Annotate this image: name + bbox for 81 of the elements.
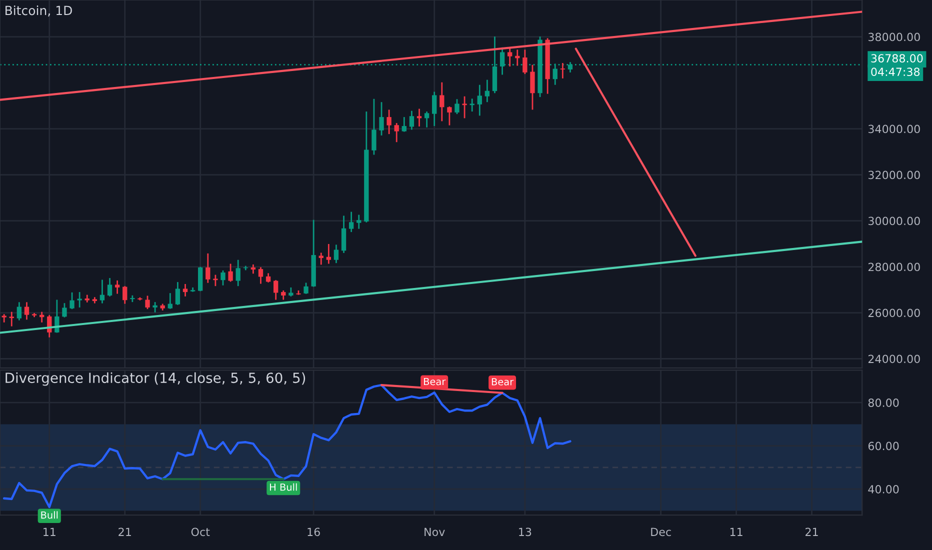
x-tick-label: 11 — [730, 528, 742, 536]
y-tick-label: 60.00 — [868, 442, 899, 450]
candlestick — [54, 299, 60, 334]
candlestick — [236, 259, 240, 287]
candlestick — [447, 106, 452, 126]
candlestick — [470, 98, 474, 112]
candlestick — [318, 252, 324, 266]
candlestick — [402, 116, 406, 132]
candlestick — [379, 101, 384, 136]
candlestick — [100, 279, 105, 304]
candlestick — [9, 311, 14, 328]
candlestick — [24, 301, 30, 320]
candlestick — [175, 281, 180, 306]
y-tick-label: 34000.00 — [868, 124, 920, 134]
candlestick — [145, 295, 150, 310]
x-tick-label: 11 — [44, 528, 56, 536]
candlestick — [394, 122, 399, 143]
candlestick — [304, 282, 308, 295]
annotation: H Bull — [270, 483, 297, 491]
candlestick — [206, 252, 210, 284]
candlestick — [507, 47, 512, 68]
candlestick — [409, 110, 414, 130]
candlestick — [440, 82, 444, 122]
x-tick-label: 13 — [519, 528, 532, 536]
x-tick-label: Oct — [191, 528, 210, 536]
candlestick — [356, 214, 362, 230]
candlestick — [62, 302, 67, 318]
text: 04:47:38 — [871, 68, 920, 76]
y-tick-label: 80.00 — [868, 398, 899, 407]
candlestick — [341, 215, 346, 254]
candlestick — [416, 108, 422, 128]
candlestick — [168, 292, 172, 310]
candlestick — [77, 291, 82, 308]
candlestick — [477, 84, 482, 116]
candlestick — [454, 98, 460, 115]
candlestick — [462, 96, 467, 119]
candlestick — [522, 48, 528, 75]
x-tick-label: Dec — [651, 528, 671, 536]
candlestick — [560, 62, 566, 80]
candlestick — [70, 292, 74, 310]
candlestick — [281, 290, 286, 300]
y-tick-label: 28000.00 — [868, 262, 920, 272]
candlestick — [530, 64, 535, 110]
x-tick-label: 21 — [806, 528, 818, 536]
candlestick — [348, 211, 354, 233]
y-tick-label: 32000.00 — [868, 170, 920, 180]
candlestick — [266, 272, 271, 284]
candlestick — [107, 277, 112, 298]
candlestick — [372, 98, 376, 156]
x-tick-label: 21 — [118, 528, 131, 536]
y-tick-label: 40.00 — [868, 485, 899, 494]
annotation: Bull — [41, 511, 58, 519]
candlestick — [220, 270, 226, 286]
y-tick-label: 26000.00 — [868, 308, 920, 318]
candlestick — [258, 266, 264, 284]
candlestick — [16, 301, 22, 322]
y-tick-label: 30000.00 — [868, 216, 920, 226]
annotation: Bear — [492, 378, 514, 386]
candlestick — [484, 79, 490, 103]
x-tick-label: 16 — [308, 528, 320, 536]
candlestick — [114, 280, 120, 294]
candlestick — [432, 91, 437, 127]
candlestick — [424, 110, 430, 128]
ref-line-label: 36788.00 — [871, 54, 923, 63]
candlestick — [182, 283, 188, 298]
y-tick-label: 38000.00 — [868, 32, 920, 42]
candlestick — [122, 285, 128, 304]
candlestick — [334, 244, 339, 264]
candlestick — [250, 264, 256, 274]
chart-title: Divergence Indicator (14, close, 5, 5, 60, 5) — [6, 372, 306, 386]
candlestick — [326, 243, 332, 264]
candlestick — [213, 274, 218, 287]
candlestick — [273, 279, 278, 300]
candlestick — [152, 301, 158, 314]
annotation: Bear — [424, 378, 446, 386]
candlestick — [228, 263, 233, 282]
x-tick-label: Nov — [424, 528, 445, 536]
candlestick — [386, 109, 392, 135]
chart-title: Bitcoin, 1D — [6, 6, 72, 16]
y-tick-label: 24000.00 — [868, 354, 920, 364]
candlestick — [198, 266, 203, 292]
